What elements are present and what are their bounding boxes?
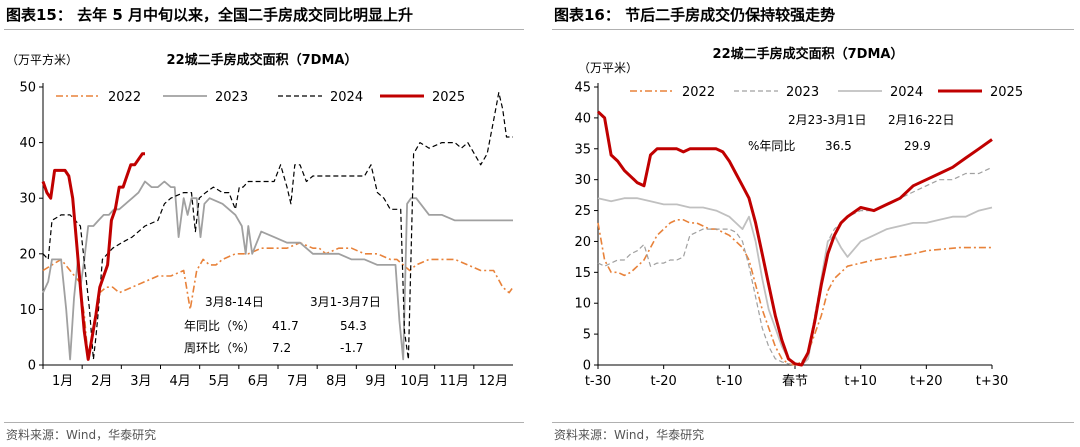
y-tick-label: 50 (19, 81, 36, 96)
right-figure-title: 图表16： 节后二手房成交仍保持较强走势 (554, 6, 836, 24)
y-tick-label: 25 (574, 204, 591, 219)
x-tick-label: 11月 (439, 374, 469, 389)
x-tick-label: 8月 (326, 374, 347, 389)
annotation-value: -1.7 (340, 341, 363, 355)
legend-label-2022: 2022 (682, 85, 715, 100)
series-line-2023 (597, 166, 993, 366)
left-title-rule (4, 29, 524, 30)
legend-label-2025: 2025 (432, 90, 465, 105)
annotation-value: 36.5 (825, 139, 852, 153)
series-line-2022 (42, 241, 514, 361)
y-tick-label: 10 (19, 303, 36, 318)
y-axis-label: （万平方米） (6, 52, 78, 67)
x-tick-label: 6月 (248, 374, 269, 389)
left-chart: 22城二手房成交面积（7DMA） （万平方米） 0 10 20 30 40 50 1月 2月 3月 4… (6, 52, 514, 389)
series-line-2024 (42, 91, 513, 360)
series-line-2025 (41, 152, 145, 361)
annotation-col1-header: 2月23-3月1日 (788, 113, 867, 127)
legend-label-2025: 2025 (990, 85, 1023, 100)
x-tick-label: 9月 (365, 374, 386, 389)
annotation-col2-header: 3月1-3月7日 (310, 295, 381, 309)
y-axis-label: （万平米） (578, 61, 638, 75)
y-tick-label: 5 (583, 328, 591, 343)
y-tick-label: 0 (583, 359, 591, 374)
y-tick-label: 10 (574, 297, 591, 312)
annotation-value: 41.7 (272, 319, 299, 333)
x-tick-label: t+30 (976, 374, 1009, 389)
x-tick-label: 3月 (130, 374, 151, 389)
annotation-value: 29.9 (904, 139, 931, 153)
y-tick-label: 20 (574, 235, 591, 250)
chart-title: 22城二手房成交面积（7DMA） (167, 52, 358, 68)
x-tick-label: 7月 (287, 374, 308, 389)
series-line-2023 (42, 180, 513, 361)
x-tick-label: 5月 (209, 374, 230, 389)
right-panel: 图表16： 节后二手房成交仍保持较强走势 22城二手房成交面积（7DMA） （万平… (548, 0, 1080, 447)
y-tick-label: 30 (574, 173, 591, 188)
x-tick-label: 1月 (52, 374, 73, 389)
x-tick-label: 4月 (169, 374, 190, 389)
series-line-2022 (597, 219, 992, 366)
y-tick-label: 30 (19, 192, 36, 207)
chart-title: 22城二手房成交面积（7DMA） (713, 46, 904, 62)
annotation-value: 54.3 (340, 319, 367, 333)
left-figure-title: 图表15： 去年 5 月中旬以来，全国二手房成交同比明显上升 (6, 6, 413, 24)
y-tick-label: 0 (28, 359, 36, 374)
legend-label-2024: 2024 (890, 85, 923, 100)
right-title-rule (552, 29, 1074, 30)
x-tick-label: t-10 (716, 374, 742, 389)
legend-label-2023: 2023 (215, 90, 248, 105)
left-footer-rule (4, 422, 524, 423)
x-tick-label: 12月 (479, 374, 509, 389)
annotation-row-label: 年同比（%） (184, 319, 255, 333)
left-panel: 图表15： 去年 5 月中旬以来，全国二手房成交同比明显上升 22城二手房成交面… (0, 0, 530, 447)
annotation-row-label: %年同比 (748, 139, 795, 153)
y-tick-label: 40 (574, 111, 591, 126)
left-source-note: 资料来源：Wind，华泰研究 (6, 428, 157, 442)
legend-label-2022: 2022 (108, 90, 141, 105)
series-line-2024 (597, 197, 993, 366)
legend-label-2023: 2023 (786, 85, 819, 100)
y-tick-label: 20 (19, 247, 36, 262)
annotation-col1-header: 3月8-14日 (205, 295, 264, 309)
y-tick-label: 15 (574, 266, 591, 281)
x-tick-label: 春节 (782, 374, 808, 389)
annotation-row-label: 周环比（%） (184, 341, 255, 355)
series-line-2025 (596, 110, 993, 367)
x-tick-label: 10月 (400, 374, 430, 389)
right-chart: 22城二手房成交面积（7DMA）（万平米）051015202530354045t… (574, 46, 1023, 389)
y-tick-label: 35 (574, 142, 591, 157)
x-tick-label: 2月 (91, 374, 112, 389)
annotation-value: 7.2 (272, 341, 291, 355)
y-tick-label: 40 (19, 136, 36, 151)
annotation-col2-header: 2月16-22日 (888, 113, 955, 127)
right-source-note: 资料来源：Wind，华泰研究 (554, 428, 705, 442)
x-tick-label: t+20 (910, 374, 943, 389)
right-footer-rule (552, 422, 1074, 423)
x-tick-label: t-30 (585, 374, 611, 389)
y-tick-label: 45 (574, 81, 591, 96)
x-tick-label: t+10 (844, 374, 877, 389)
x-tick-label: t-20 (650, 374, 676, 389)
legend-label-2024: 2024 (330, 90, 363, 105)
